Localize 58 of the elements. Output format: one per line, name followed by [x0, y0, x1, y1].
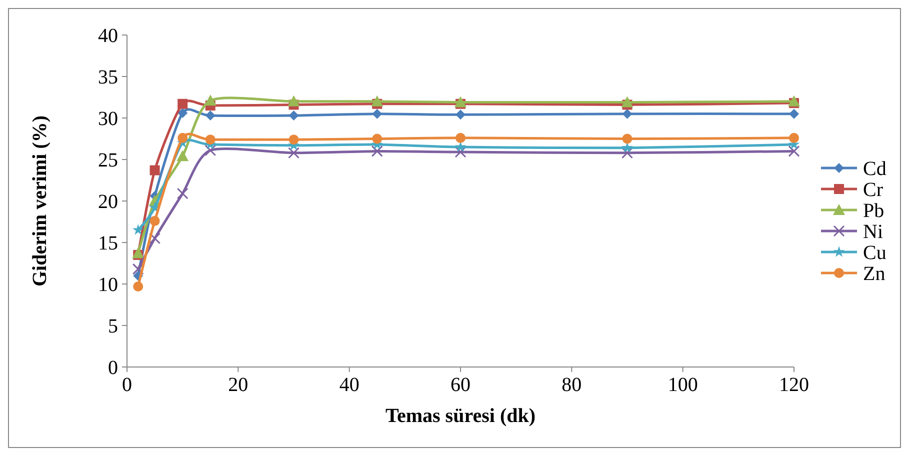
- point: [205, 110, 216, 121]
- y-axis-title: Giderim verimi (%): [29, 115, 51, 287]
- point: [788, 145, 800, 157]
- point: [788, 95, 800, 106]
- y-tick-label: 10: [98, 274, 118, 296]
- legend-label: Ni: [863, 221, 884, 243]
- x-axis-title: Temas süresi (dk): [385, 405, 536, 427]
- legend-label: Pb: [863, 200, 884, 222]
- point: [454, 96, 466, 108]
- point: [456, 132, 466, 143]
- point: [132, 224, 144, 235]
- point: [132, 263, 144, 275]
- point: [132, 247, 144, 258]
- x-tick-label: 20: [228, 374, 248, 396]
- point: [789, 108, 799, 119]
- point: [178, 108, 188, 118]
- point: [288, 134, 299, 145]
- point: [372, 134, 382, 144]
- point: [150, 165, 160, 176]
- point: [150, 216, 160, 226]
- y-tick-label: 25: [98, 150, 118, 172]
- legend-label: Cd: [863, 158, 886, 180]
- point: [149, 232, 161, 244]
- point: [789, 132, 799, 143]
- point: [176, 150, 189, 162]
- point: [204, 144, 216, 156]
- x-tick-label: 120: [779, 374, 809, 396]
- y-tick-label: 15: [98, 232, 118, 254]
- point: [372, 108, 382, 119]
- point: [178, 132, 188, 143]
- point: [288, 95, 300, 106]
- point: [205, 134, 216, 145]
- x-tick-label: 40: [339, 374, 360, 396]
- point: [178, 98, 188, 109]
- point: [621, 96, 634, 108]
- point: [133, 281, 144, 292]
- y-tick-label: 20: [98, 191, 118, 213]
- legend-label: Zn: [863, 263, 886, 285]
- point: [622, 108, 632, 119]
- y-tick-label: 40: [98, 25, 118, 47]
- y-tick-label: 30: [98, 108, 118, 130]
- point: [622, 134, 632, 144]
- x-tick-label: 60: [450, 374, 470, 396]
- y-tick-label: 0: [108, 357, 118, 379]
- point: [288, 110, 299, 121]
- x-tick-label: 80: [562, 374, 582, 396]
- legend-label: Cu: [863, 242, 886, 264]
- point: [456, 110, 466, 120]
- x-tick-label: 100: [668, 374, 698, 396]
- point: [371, 145, 383, 157]
- x-tick-label: 0: [122, 374, 132, 396]
- point: [454, 141, 466, 152]
- point: [288, 147, 300, 159]
- y-tick-label: 5: [108, 316, 118, 338]
- legend-label: Cr: [863, 179, 884, 201]
- point: [371, 95, 384, 106]
- point: [176, 188, 188, 200]
- y-tick-label: 35: [98, 66, 118, 88]
